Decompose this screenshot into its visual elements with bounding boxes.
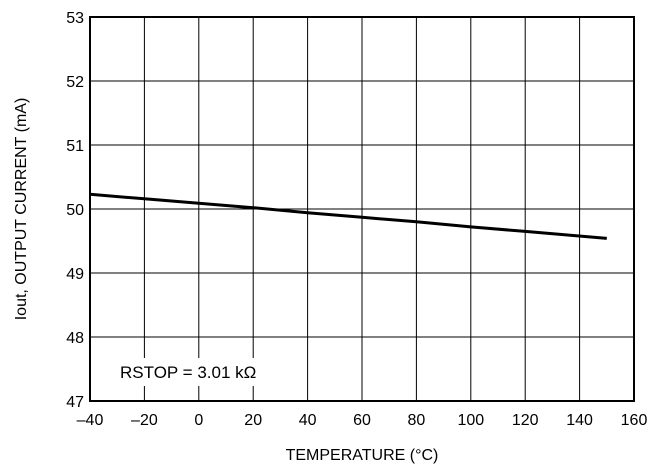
series-line [89,192,607,240]
annotation-rstop: RSTOP = 3.01 kΩ [120,363,256,382]
y-tick-label: 51 [66,138,84,155]
grid [89,16,635,402]
x-tick-label: 40 [299,412,317,429]
y-tick-label: 49 [66,266,84,283]
x-tick-label: 160 [621,412,648,429]
x-tick-label: 60 [353,412,371,429]
plot-frame [89,16,635,402]
annotation-background [114,358,263,386]
x-tick-label: 120 [512,412,539,429]
y-axis-label: Iout, OUTPUT CURRENT (mA) [13,98,30,321]
x-axis-label: TEMPERATURE (°C) [286,447,439,464]
tick-labels: –40 –20 0 20 40 60 80 100 120 140 160 47 48 49 50 51 52 5… [66,10,647,429]
y-tick-label: 48 [66,330,84,347]
x-tick-label: –20 [131,412,158,429]
x-tick-label: 100 [457,412,484,429]
x-tick-label: 140 [566,412,593,429]
x-tick-label: –40 [77,412,104,429]
series [89,192,607,240]
y-tick-label: 50 [66,202,84,219]
y-tick-label: 53 [66,10,84,27]
y-tick-label: 47 [66,394,84,411]
x-tick-label: 20 [244,412,262,429]
x-tick-label: 80 [408,412,426,429]
x-tick-label: 0 [194,412,203,429]
y-tick-label: 52 [66,74,84,91]
